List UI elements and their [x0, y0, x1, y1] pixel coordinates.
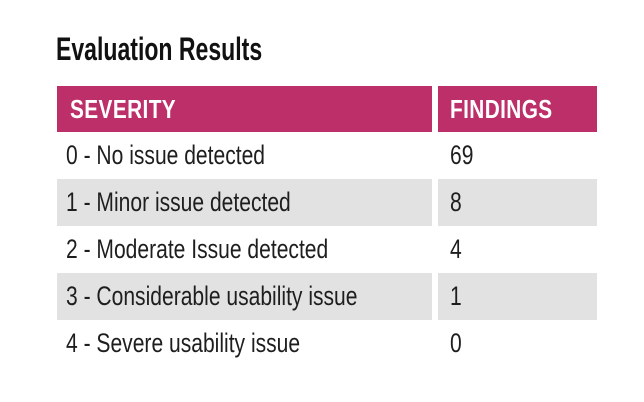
findings-cell: 0 — [438, 320, 597, 367]
severity-text: 2 - Moderate Issue detected — [66, 234, 329, 264]
severity-cell: 2 - Moderate Issue detected — [57, 226, 432, 273]
column-header-severity: SEVERITY — [57, 86, 432, 132]
findings-cell: 1 — [438, 273, 597, 320]
severity-cell: 1 - Minor issue detected — [57, 179, 432, 226]
table-row: 1 - Minor issue detected 8 — [57, 179, 597, 226]
severity-cell: 3 - Considerable usability issue — [57, 273, 432, 320]
evaluation-results-table: SEVERITY FINDINGS 0 - No issue detected … — [57, 86, 597, 367]
table-header-row: SEVERITY FINDINGS — [57, 86, 597, 132]
findings-value: 4 — [450, 234, 462, 264]
severity-text: 3 - Considerable usability issue — [66, 281, 358, 311]
severity-text: 1 - Minor issue detected — [66, 187, 291, 217]
severity-text: 0 - No issue detected — [66, 140, 266, 170]
findings-cell: 8 — [438, 179, 597, 226]
column-header-severity-label: SEVERITY — [70, 93, 177, 124]
findings-value: 1 — [450, 281, 462, 311]
page-title: Evaluation Results — [56, 33, 342, 65]
severity-text: 4 - Severe usability issue — [66, 328, 301, 358]
findings-cell: 69 — [438, 132, 597, 179]
table-row: 4 - Severe usability issue 0 — [57, 320, 597, 367]
table-row: 2 - Moderate Issue detected 4 — [57, 226, 597, 273]
severity-cell: 4 - Severe usability issue — [57, 320, 432, 367]
findings-value: 69 — [450, 140, 474, 170]
findings-value: 0 — [450, 328, 462, 358]
severity-cell: 0 - No issue detected — [57, 132, 432, 179]
page-title-text: Evaluation Results — [56, 31, 263, 67]
findings-cell: 4 — [438, 226, 597, 273]
findings-value: 8 — [450, 187, 462, 217]
table-row: 3 - Considerable usability issue 1 — [57, 273, 597, 320]
column-header-findings-label: FINDINGS — [450, 93, 553, 124]
column-header-findings: FINDINGS — [438, 86, 597, 132]
table-row: 0 - No issue detected 69 — [57, 132, 597, 179]
